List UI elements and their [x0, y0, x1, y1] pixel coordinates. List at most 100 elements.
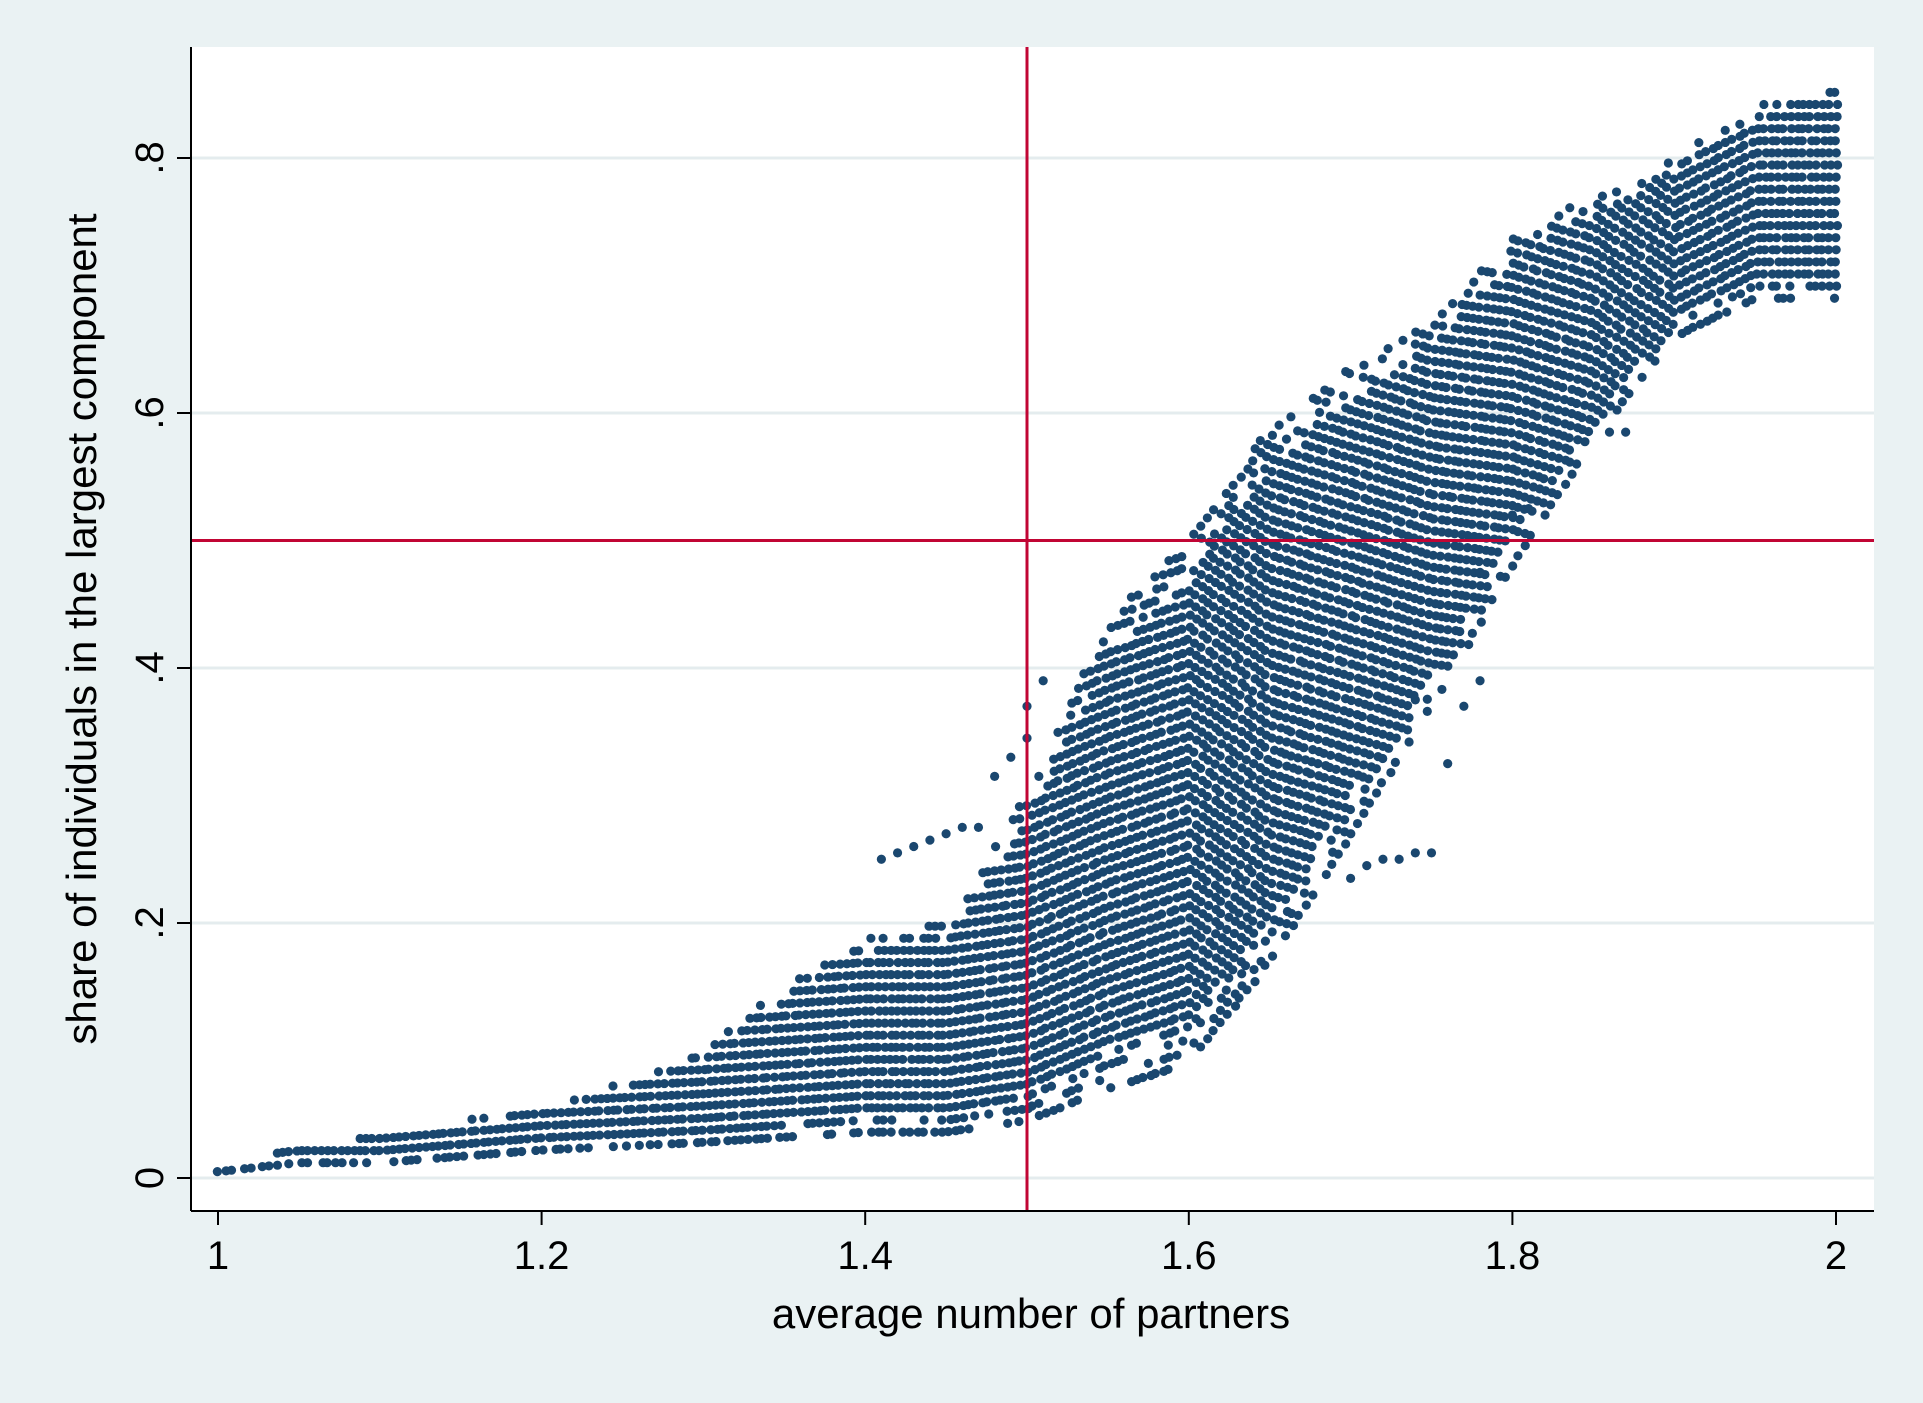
data-point	[1785, 281, 1795, 291]
data-point	[911, 1006, 921, 1016]
data-point	[1079, 790, 1089, 800]
data-point	[1726, 171, 1736, 181]
data-point	[893, 1079, 903, 1089]
data-point	[1073, 950, 1084, 960]
data-point	[583, 1143, 593, 1153]
data-point	[1525, 337, 1536, 347]
data-point	[1125, 798, 1135, 808]
data-point	[788, 1107, 799, 1117]
data-point	[1831, 233, 1841, 243]
data-point	[814, 1094, 824, 1104]
data-point	[665, 1102, 675, 1113]
data-point	[820, 1105, 830, 1115]
data-point	[1305, 454, 1315, 464]
data-point	[1099, 1061, 1109, 1071]
data-point	[1694, 137, 1704, 148]
data-point	[1299, 585, 1309, 595]
data-point	[937, 1042, 947, 1052]
data-point	[1027, 810, 1037, 820]
data-point	[982, 1000, 993, 1010]
data-point	[1092, 748, 1102, 759]
data-point	[1552, 490, 1563, 500]
data-point	[1299, 500, 1309, 511]
data-point	[1448, 299, 1458, 309]
data-point	[996, 1083, 1006, 1093]
data-point	[367, 1133, 377, 1144]
data-point	[1377, 560, 1387, 570]
data-point	[1280, 640, 1290, 650]
data-point	[932, 1091, 942, 1101]
data-point	[360, 1145, 370, 1156]
data-point	[1131, 699, 1141, 709]
data-point	[1060, 979, 1070, 989]
data-point	[479, 1113, 489, 1123]
data-point	[1292, 862, 1303, 872]
data-point	[821, 1093, 831, 1103]
data-point	[1396, 493, 1406, 503]
data-point	[1125, 980, 1135, 990]
data-point	[736, 1086, 746, 1097]
data-point	[1619, 372, 1629, 383]
data-point	[1332, 788, 1342, 799]
data-point	[1603, 340, 1613, 351]
data-point	[1467, 386, 1478, 396]
data-point	[1007, 1069, 1018, 1079]
data-point	[1137, 879, 1147, 889]
data-point	[1106, 1083, 1116, 1093]
data-point	[1222, 997, 1233, 1007]
data-point	[691, 1125, 701, 1136]
data-point	[1203, 658, 1213, 668]
data-point	[1344, 683, 1354, 694]
data-point	[1332, 510, 1343, 520]
data-point	[887, 994, 897, 1004]
data-point	[1170, 687, 1180, 697]
data-point	[1203, 852, 1214, 862]
data-point	[581, 1094, 591, 1104]
data-point	[1321, 869, 1331, 880]
data-point-outlier	[941, 829, 951, 839]
data-point	[1383, 440, 1394, 451]
data-point	[1655, 275, 1665, 285]
data-point	[1113, 935, 1123, 945]
data-point	[1415, 426, 1425, 436]
data-point	[1370, 376, 1380, 386]
data-point	[1499, 318, 1510, 328]
data-point	[1735, 119, 1745, 129]
data-point	[1332, 631, 1342, 641]
data-point	[1346, 829, 1356, 839]
data-point	[1240, 960, 1251, 971]
data-point	[1098, 927, 1108, 938]
data-point	[1747, 246, 1757, 256]
data-point	[1739, 140, 1749, 150]
data-point	[1281, 688, 1291, 699]
data-point	[1015, 814, 1025, 824]
data-point	[1093, 1027, 1103, 1037]
y-tick-label: .6	[128, 396, 172, 429]
data-point	[1190, 590, 1200, 600]
data-point	[1274, 420, 1284, 430]
data-point	[1331, 558, 1342, 569]
data-point	[710, 1076, 720, 1086]
y-tick-label: 0	[128, 1167, 172, 1189]
data-point	[1157, 860, 1167, 871]
data-point	[1028, 895, 1038, 905]
data-point	[1114, 1044, 1124, 1054]
data-point	[1151, 996, 1162, 1006]
data-point	[1817, 257, 1827, 267]
data-point	[1137, 951, 1147, 962]
data-point	[1073, 853, 1084, 863]
data-point	[861, 970, 871, 980]
data-point	[847, 1067, 857, 1077]
data-point	[329, 1145, 339, 1156]
data-point	[1464, 639, 1474, 650]
data-point	[1293, 874, 1303, 884]
data-point	[613, 1105, 623, 1115]
data-point	[1235, 944, 1246, 955]
data-point	[1771, 136, 1781, 146]
data-point	[1034, 1110, 1044, 1121]
data-point	[1758, 160, 1768, 170]
data-point	[1138, 673, 1148, 683]
data-point	[1320, 821, 1330, 831]
data-point	[743, 1110, 753, 1120]
data-point	[1111, 1020, 1121, 1030]
